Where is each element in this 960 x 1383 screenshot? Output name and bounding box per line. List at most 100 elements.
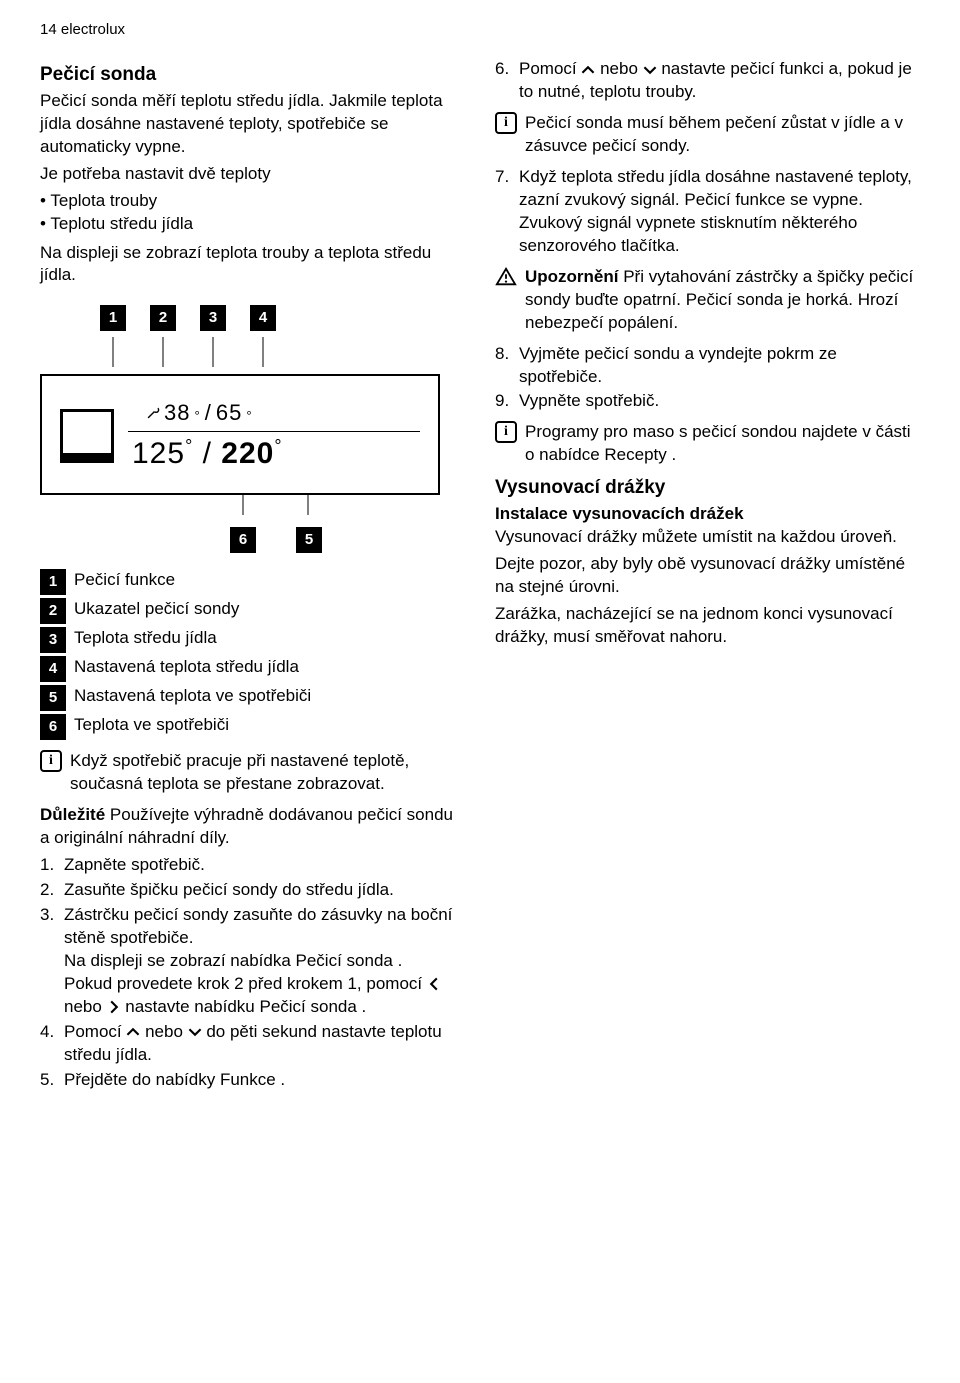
legend-text: Nastavená teplota ve spotřebiči bbox=[74, 685, 311, 708]
steps-list-cont: Pomocí nebo nastavte pečicí funkci a, po… bbox=[495, 58, 920, 104]
info-icon: i bbox=[40, 750, 62, 772]
marker-box: 2 bbox=[150, 305, 176, 331]
section-title: Pečicí sonda bbox=[40, 62, 465, 88]
step-text: Zasuňte špičku pečicí sondy do středu jí… bbox=[64, 879, 465, 902]
step-text: Když teplota středu jídla dosáhne nastav… bbox=[519, 166, 920, 258]
warning-label: Upozornění bbox=[525, 267, 619, 286]
degree-icon: ° bbox=[185, 436, 193, 456]
slash: / bbox=[203, 437, 212, 470]
content-columns: Pečicí sonda Pečicí sonda měří teplotu s… bbox=[40, 58, 920, 1093]
temp-current-oven: 125 bbox=[132, 437, 185, 470]
left-icon bbox=[427, 977, 441, 991]
degree-icon: ° bbox=[274, 436, 282, 456]
legend-list: 1 Pečicí funkce 2 Ukazatel pečicí sondy 3T… bbox=[40, 569, 465, 740]
marker-box: 4 bbox=[40, 656, 66, 682]
left-column: Pečicí sonda Pečicí sonda měří teplotu s… bbox=[40, 58, 465, 1093]
up-icon bbox=[126, 1025, 140, 1039]
legend-text: Ukazatel pečicí sondy bbox=[74, 598, 239, 621]
important-paragraph: Důležité Používejte výhradně dodávanou p… bbox=[40, 804, 465, 850]
legend-text: Nastavená teplota středu jídla bbox=[74, 656, 299, 679]
important-label: Důležité bbox=[40, 805, 105, 824]
info-icon: i bbox=[495, 112, 517, 134]
need-line: Je potřeba nastavit dvě teploty bbox=[40, 163, 465, 186]
marker-box: 1 bbox=[40, 569, 66, 595]
down-icon bbox=[643, 63, 657, 77]
marker-box: 5 bbox=[296, 527, 322, 553]
steps-list-cont2: Když teplota středu jídla dosáhne nastav… bbox=[495, 166, 920, 258]
probe-icon bbox=[146, 406, 160, 420]
degree-icon: ° bbox=[246, 407, 252, 425]
legend-text: Pečicí funkce bbox=[74, 569, 175, 592]
oven-icon bbox=[60, 409, 114, 463]
temp-bullets: Teplota trouby Teplotu středu jídla bbox=[40, 190, 465, 236]
warning-text: Upozornění Při vytahování zástrčky a špi… bbox=[525, 266, 920, 335]
step-text: Zástrčku pečicí sondy zasuňte do zásuvky… bbox=[64, 904, 465, 1019]
temp-current-core: 38 bbox=[164, 398, 190, 428]
steps-list-cont3: Vyjměte pečicí sondu a vyndejte pokrm ze… bbox=[495, 343, 920, 414]
marker-box: 6 bbox=[230, 527, 256, 553]
warning-icon bbox=[495, 266, 517, 288]
marker-row-bottom: 6 5 bbox=[40, 527, 465, 553]
info-text: Programy pro maso s pečicí sondou najdet… bbox=[525, 421, 920, 467]
step-item: Zapněte spotřebič. bbox=[40, 854, 465, 877]
step-item: Vyjměte pečicí sondu a vyndejte pokrm ze… bbox=[495, 343, 920, 389]
step-item: Pomocí nebo nastavte pečicí funkci a, po… bbox=[495, 58, 920, 104]
step-item: Přejděte do nabídky Funkce . bbox=[40, 1069, 465, 1092]
paragraph: Zarážka, nacházející se na jednom konci … bbox=[495, 603, 920, 649]
info-text: Pečicí sonda musí během pečení zůstat v … bbox=[525, 112, 920, 158]
legend-text: Teplota středu jídla bbox=[74, 627, 217, 650]
display-diagram: 1 2 3 4 38 ° / bbox=[40, 305, 465, 553]
step-text: Vyjměte pečicí sondu a vyndejte pokrm ze… bbox=[519, 343, 920, 389]
marker-box: 6 bbox=[40, 714, 66, 740]
marker-box: 3 bbox=[200, 305, 226, 331]
paragraph: Vysunovací drážky můžete umístit na každ… bbox=[495, 526, 920, 549]
intro-paragraph: Pečicí sonda měří teplotu středu jídla. … bbox=[40, 90, 465, 159]
step-item: Když teplota středu jídla dosáhne nastav… bbox=[495, 166, 920, 258]
marker-box: 1 bbox=[100, 305, 126, 331]
display-panel: 38° / 65° 125° / 220° bbox=[40, 374, 440, 494]
step-text: Zapněte spotřebič. bbox=[64, 854, 465, 877]
subsection-title: Vysunovací drážky bbox=[495, 475, 920, 501]
marker-lines-bottom bbox=[40, 495, 440, 515]
legend-item: 4 Nastavená teplota středu jídla bbox=[40, 656, 465, 682]
marker-box: 2 bbox=[40, 598, 66, 624]
warning-note: Upozornění Při vytahování zástrčky a špi… bbox=[495, 266, 920, 335]
marker-row-top: 1 2 3 4 bbox=[40, 305, 465, 331]
right-column: Pomocí nebo nastavte pečicí funkci a, po… bbox=[495, 58, 920, 1093]
marker-box: 3 bbox=[40, 627, 66, 653]
readout-line1: 38° / 65° bbox=[128, 398, 420, 428]
readout: 38° / 65° 125° / 220° bbox=[128, 398, 420, 474]
step-text: Vypněte spotřebič. bbox=[519, 390, 920, 413]
display-note: Na displeji se zobrazí teplota trouby a … bbox=[40, 242, 465, 288]
marker-box: 5 bbox=[40, 685, 66, 711]
slash: / bbox=[205, 398, 212, 428]
marker-lines-top bbox=[40, 337, 440, 367]
info-note: i Pečicí sonda musí během pečení zůstat … bbox=[495, 112, 920, 158]
subsubsection-title: Instalace vysunovacích drážek bbox=[495, 503, 920, 526]
bullet-item: Teplotu středu jídla bbox=[40, 213, 465, 236]
legend-item: 1 Pečicí funkce bbox=[40, 569, 465, 595]
step-item: Vypněte spotřebič. bbox=[495, 390, 920, 413]
legend-item: 2 Ukazatel pečicí sondy bbox=[40, 598, 465, 624]
bullet-item: Teplota trouby bbox=[40, 190, 465, 213]
step-item: Pomocí nebo do pěti sekund nastavte tepl… bbox=[40, 1021, 465, 1067]
legend-item: 3 Teplota středu jídla bbox=[40, 627, 465, 653]
steps-list: Zapněte spotřebič. Zasuňte špičku pečicí… bbox=[40, 854, 465, 1091]
info-note: i Když spotřebič pracuje při nastavené t… bbox=[40, 750, 465, 796]
temp-set-oven: 220 bbox=[221, 437, 274, 470]
step-text: Přejděte do nabídky Funkce . bbox=[64, 1069, 465, 1092]
info-note: i Programy pro maso s pečicí sondou najd… bbox=[495, 421, 920, 467]
temp-set-core: 65 bbox=[216, 398, 242, 428]
legend-item: 5 Nastavená teplota ve spotřebiči bbox=[40, 685, 465, 711]
readout-line2: 125° / 220° bbox=[128, 431, 420, 475]
step-text: Pomocí nebo nastavte pečicí funkci a, po… bbox=[519, 58, 920, 104]
legend-item: 6Teplota ve spotřebiči bbox=[40, 714, 465, 740]
step-text: Pomocí nebo do pěti sekund nastavte tepl… bbox=[64, 1021, 465, 1067]
down-icon bbox=[188, 1025, 202, 1039]
info-icon: i bbox=[495, 421, 517, 443]
paragraph: Dejte pozor, aby byly obě vysunovací drá… bbox=[495, 553, 920, 599]
info-text: Když spotřebič pracuje při nastavené tep… bbox=[70, 750, 465, 796]
right-icon bbox=[107, 1000, 121, 1014]
up-icon bbox=[581, 63, 595, 77]
step6-mid: nebo bbox=[595, 59, 642, 78]
